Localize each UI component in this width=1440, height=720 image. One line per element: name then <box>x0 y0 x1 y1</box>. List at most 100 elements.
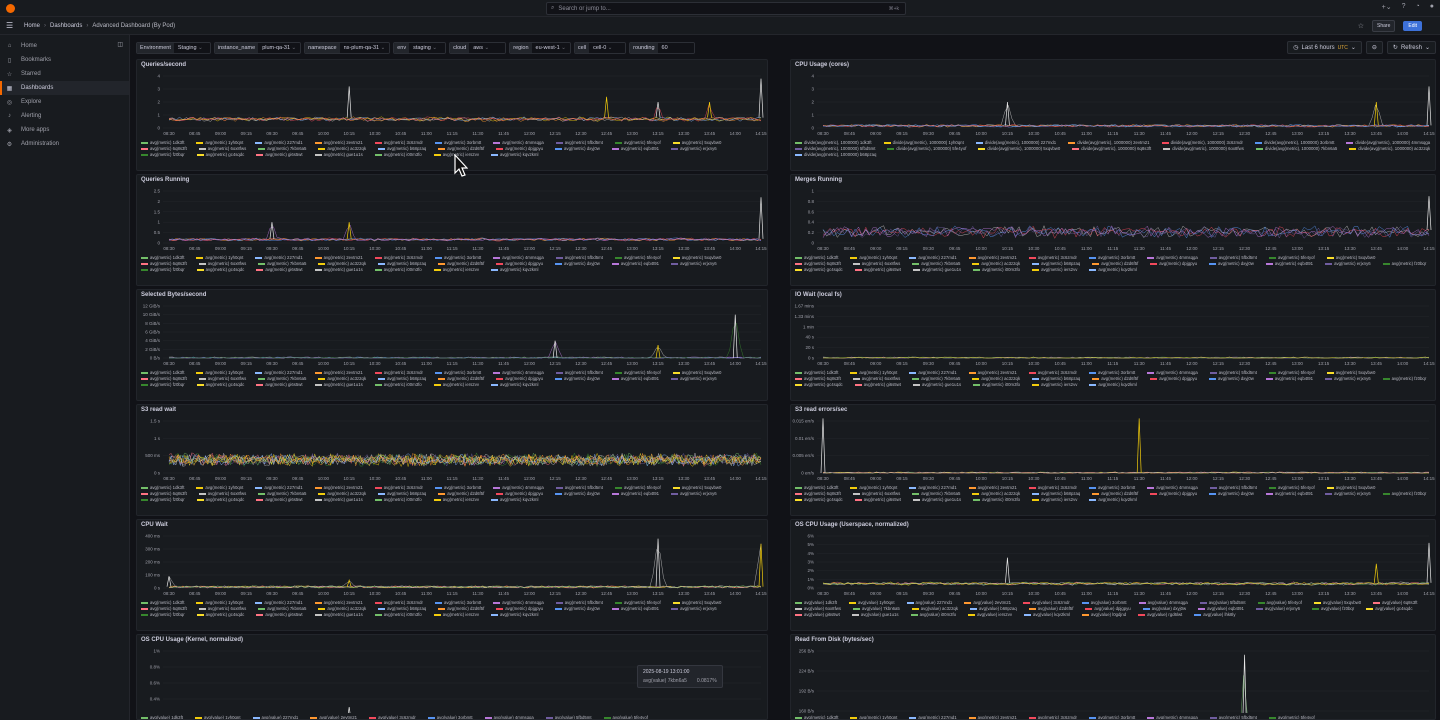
legend-item[interactable]: avg(metric) dpjgpyu <box>496 376 543 381</box>
legend-item[interactable]: avg(metric) 1dk3ft <box>141 370 184 375</box>
legend-item[interactable]: avg(metric) 7kbn6a5 <box>258 491 306 496</box>
legend-item[interactable]: avg(metric) eqb4t91 <box>1265 491 1313 496</box>
legend-item[interactable]: avg(metric) 5fe4yof <box>1268 485 1315 490</box>
plus-icon[interactable]: +⌄ <box>1381 4 1392 11</box>
legend-item[interactable]: avg(metric) ac3z2qk <box>972 261 1020 266</box>
variable-env[interactable]: env staging <box>393 42 447 54</box>
legend-item[interactable]: avg(metric) 3c6zmdr <box>374 370 423 375</box>
legend-item[interactable]: avg(value) 227md1 <box>252 715 298 719</box>
legend-item[interactable]: avg(metric) kqv2kml <box>491 497 538 502</box>
panel-queries-running[interactable]: Queries Running 2.5 2 1.5 1 0.5 0 08:30 08:45 09:… <box>136 174 768 286</box>
legend-item[interactable]: avg(metric) gc4sqdc <box>795 497 843 502</box>
legend-item[interactable]: avg(metric) 227md1 <box>909 370 957 375</box>
legend-item[interactable]: avg(metric) erjxny6 <box>671 146 717 151</box>
legend-item[interactable]: divide(avg(metric), 1000000) 5fe4yof <box>887 146 966 151</box>
legend-item[interactable]: divide(avg(metric), 1000000) 5fbd5mt <box>795 146 875 151</box>
legend-item[interactable]: avg(metric) i00m3fo <box>374 267 422 272</box>
legend-item[interactable]: avg(metric) 3c6zmdr <box>374 140 423 145</box>
sidebar-item-administration[interactable]: ⚙ Administration <box>0 137 129 151</box>
legend-item[interactable]: avg(metric) erjxny6 <box>1325 491 1371 496</box>
legend-item[interactable]: divide(avg(metric), 1000000) 2evtm21 <box>1068 140 1150 145</box>
legend-item[interactable]: avg(metric) 7kbn6a5 <box>258 146 306 151</box>
legend-item[interactable]: avg(metric) i00m3fo <box>973 267 1020 272</box>
legend-item[interactable]: avg(value) b68pzaq <box>970 606 1017 611</box>
variable-namespace[interactable]: namespace ns-plum-qa-31 <box>304 42 391 54</box>
legend-item[interactable]: avg(metric) 5fe4yof <box>1268 715 1315 719</box>
legend-item[interactable]: avg(metric) iers2vv <box>433 382 479 387</box>
legend-item[interactable]: avg(metric) gue1u1s <box>314 152 363 157</box>
legend-item[interactable]: avg(metric) d2d6f5f <box>1092 376 1138 381</box>
legend-item[interactable]: avg(value) rgd6lwt <box>1138 612 1182 617</box>
legend-item[interactable]: avg(metric) 4mmsqga <box>493 485 544 490</box>
legend-item[interactable]: avg(metric) 3c6zmdr <box>1028 715 1077 719</box>
share-button[interactable]: Share <box>1372 20 1396 32</box>
legend-item[interactable]: avg(metric) d2d6f5f <box>438 491 484 496</box>
legend-item[interactable]: avg(metric) 1yh0qnt <box>196 485 243 490</box>
legend-item[interactable]: avg(value) 1yh0qnt <box>848 600 895 605</box>
legend-item[interactable]: avg(metric) 3orbmtt <box>434 370 481 375</box>
legend-item[interactable]: avg(metric) b68pzaq <box>378 261 426 266</box>
legend-item[interactable]: avg(metric) i00m3fo <box>374 152 422 157</box>
legend-item[interactable]: avg(metric) 3orbmtt <box>1088 485 1135 490</box>
legend-item[interactable]: avg(metric) 1yh0qnt <box>850 715 897 719</box>
legend-item[interactable]: avg(metric) 5fe4yof <box>1268 255 1315 260</box>
legend-item[interactable]: divide(avg(metric), 1000000) 7kbn6a5 <box>1255 146 1337 151</box>
legend-item[interactable]: avg(metric) 4mmsqga <box>493 140 544 145</box>
legend-item[interactable]: avg(metric) 4mmsqga <box>1147 715 1198 719</box>
legend-item[interactable]: avg(metric) 3c6zmdr <box>374 600 423 605</box>
legend-item[interactable]: avg(metric) gue1u1s <box>314 382 363 387</box>
legend-item[interactable]: avg(metric) gue1u1s <box>314 267 363 272</box>
panel-os-cpu-usage-userspace-normalized[interactable]: OS CPU Usage (Userspace, normalized) 6% 5%… <box>790 519 1436 631</box>
legend-item[interactable]: avg(value) gc4sqdc <box>1366 606 1412 611</box>
variable-value[interactable]: aws <box>469 43 506 53</box>
legend-item[interactable]: avg(metric) kqv2kml <box>1089 267 1137 272</box>
legend-item[interactable]: avg(value) 4mmsqga <box>1138 600 1188 605</box>
legend-item[interactable]: avg(metric) 1dk3ft <box>141 485 184 490</box>
legend-item[interactable]: avg(value) lhk8ly <box>1194 612 1236 617</box>
legend-item[interactable]: avg(value) 6ox8fws <box>795 606 841 611</box>
legend-item[interactable]: avg(metric) 5fe4yof <box>614 600 661 605</box>
legend-item[interactable]: avg(value) 3c6zmdr <box>369 715 416 719</box>
panel-s3-read-errors-sec[interactable]: S3 read errors/sec 0.015 err/s 0.01 err/s 0… <box>790 404 1436 516</box>
legend-item[interactable]: avg(metric) erjxny6 <box>671 491 717 496</box>
time-series-chart[interactable]: 2.5 2 1.5 1 0.5 008:30 08:45 09:00 09:15 09:30 09:… <box>137 175 768 253</box>
legend-item[interactable]: avg(metric) 6ox8fws <box>852 376 900 381</box>
legend-item[interactable]: avg(metric) 4mmsqga <box>1147 370 1198 375</box>
legend-item[interactable]: avg(metric) b68pzaq <box>378 146 426 151</box>
legend-item[interactable]: avg(metric) d2d6f5f <box>438 606 484 611</box>
legend-item[interactable]: avg(metric) dpjgpyu <box>1150 376 1197 381</box>
legend-item[interactable]: avg(metric) 1dk3ft <box>795 485 838 490</box>
legend-item[interactable]: avg(metric) 5fbd5mt <box>1209 715 1257 719</box>
edit-button[interactable]: Edit <box>1403 21 1422 31</box>
legend-item[interactable]: avg(metric) iers2vv <box>1032 267 1077 272</box>
legend-item[interactable]: avg(metric) gi6s5wt <box>256 382 303 387</box>
sidebar-item-dashboards[interactable]: ▦ Dashboards <box>0 81 129 95</box>
legend-item[interactable]: avg(metric) 1yh0qnt <box>196 370 243 375</box>
legend-item[interactable]: avg(metric) eqb4t91 <box>611 606 659 611</box>
variable-value[interactable]: ns-plum-qa-31 <box>339 43 390 53</box>
legend-item[interactable]: avg(value) 227md1 <box>906 600 952 605</box>
legend-item[interactable]: avg(metric) 5fbd5mt <box>1209 255 1257 260</box>
legend-item[interactable]: avg(metric) eqb4t91 <box>611 146 659 151</box>
legend-item[interactable]: avg(value) i00m3fo <box>910 612 956 617</box>
legend-item[interactable]: avg(metric) 1dk3ft <box>795 715 838 719</box>
legend-item[interactable]: avg(value) dxyj0w <box>1142 606 1186 611</box>
legend-item[interactable]: avg(metric) 3c6zmdr <box>1028 255 1077 260</box>
legend-item[interactable]: avg(metric) 5fbd5mt <box>555 140 603 145</box>
legend-item[interactable]: avg(metric) d2d6f5f <box>1092 491 1138 496</box>
legend-item[interactable]: avg(metric) kqv2kml <box>491 382 538 387</box>
legend-item[interactable]: avg(metric) iers2vv <box>1032 497 1077 502</box>
legend-item[interactable]: avg(metric) ac3z2qk <box>318 606 366 611</box>
legend-item[interactable]: avg(metric) eqb4t91 <box>611 491 659 496</box>
legend-item[interactable]: avg(metric) i00m3fo <box>374 382 422 387</box>
legend-item[interactable]: avg(metric) 4mmsqga <box>493 370 544 375</box>
time-series-chart[interactable]: 1.67 mins 1.33 mins 1 min 40 s 20 s 0 s08:30 0… <box>791 290 1436 368</box>
legend-item[interactable]: avg(metric) 227md1 <box>909 485 957 490</box>
legend-item[interactable]: divide(avg(metric), 1000000) 6q8s3ft <box>1072 146 1151 151</box>
legend-item[interactable]: avg(metric) i00m3fo <box>973 497 1020 502</box>
legend-item[interactable]: avg(value) dpjgpyu <box>1085 606 1131 611</box>
legend-item[interactable]: avg(metric) 5fbd5mt <box>555 370 603 375</box>
legend-item[interactable]: avg(metric) dxyj0w <box>555 146 600 151</box>
legend-item[interactable]: avg(value) 1dk3ft <box>795 600 837 605</box>
legend-item[interactable]: avg(metric) b68pzaq <box>1032 376 1080 381</box>
